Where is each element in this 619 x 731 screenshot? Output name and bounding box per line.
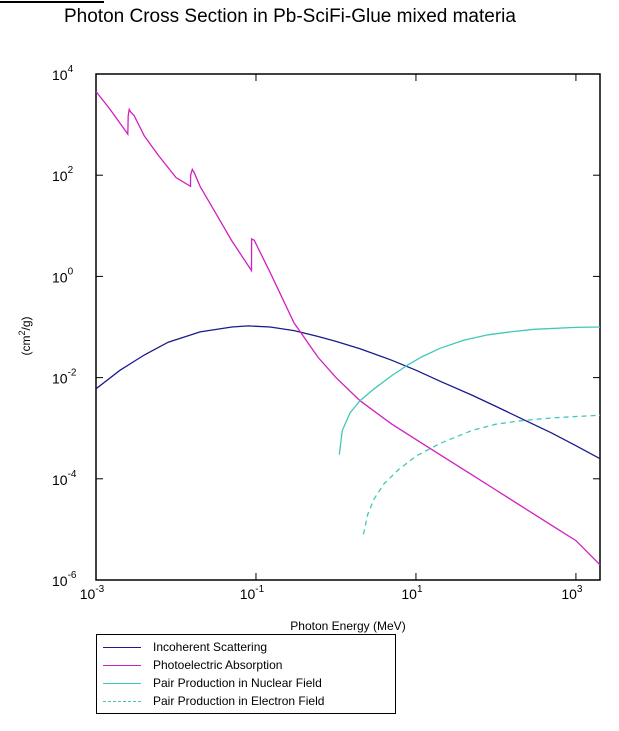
y-tick-label: 10-2 — [52, 368, 77, 387]
svg-text:(cm2/g): (cm2/g) — [17, 316, 33, 355]
legend-entry: Pair Production in Electron Field — [97, 693, 395, 710]
y-axis-label-base: (cm — [19, 336, 33, 356]
top-rule — [0, 1, 104, 3]
legend-entry: Pair Production in Nuclear Field — [97, 675, 395, 692]
legend-entry: Photoelectric Absorption — [97, 657, 395, 674]
legend-swatch — [103, 683, 141, 684]
y-tick-label: 102 — [52, 165, 74, 184]
plot-frame — [95, 73, 601, 581]
series-line-2 — [95, 91, 601, 566]
series-line-4 — [362, 414, 601, 535]
series-line-3 — [338, 326, 601, 455]
legend-entry: Incoherent Scattering — [97, 639, 395, 656]
chart-title: Photon Cross Section in Pb-SciFi-Glue mi… — [64, 6, 516, 27]
legend-swatch — [103, 665, 141, 666]
x-tick-label: 10-3 — [80, 584, 105, 602]
x-axis-label: Photon Energy (MeV) — [290, 619, 405, 633]
legend-label: Photoelectric Absorption — [153, 658, 283, 672]
legend-swatch — [103, 701, 141, 702]
plot-area-border — [95, 73, 601, 581]
y-axis-label: (cm2/g) — [17, 316, 33, 355]
y-tick-label: 10-4 — [52, 469, 77, 488]
legend-label: Pair Production in Nuclear Field — [153, 676, 322, 690]
y-axis-ticks: 104 102 100 10-2 10-4 10-6 — [52, 64, 600, 589]
x-tick-label: 101 — [401, 584, 423, 602]
x-axis-ticks: 10-3 10-1 101 103 — [80, 74, 583, 602]
legend-label: Pair Production in Electron Field — [153, 694, 325, 708]
y-tick-label: 100 — [52, 266, 74, 285]
x-tick-label: 103 — [561, 584, 583, 602]
series-lines — [95, 91, 601, 566]
y-axis-label-superscript: 2 — [17, 331, 27, 336]
y-tick-label: 10-6 — [52, 570, 77, 589]
legend-swatch — [103, 647, 141, 648]
series-line-1 — [95, 325, 601, 460]
legend: Incoherent Scattering Photoelectric Absor… — [96, 634, 396, 714]
y-tick-label: 104 — [52, 64, 74, 83]
legend-label: Incoherent Scattering — [153, 640, 268, 654]
x-tick-label: 10-1 — [240, 584, 265, 602]
y-axis-label-unit-end: /g) — [19, 316, 33, 330]
